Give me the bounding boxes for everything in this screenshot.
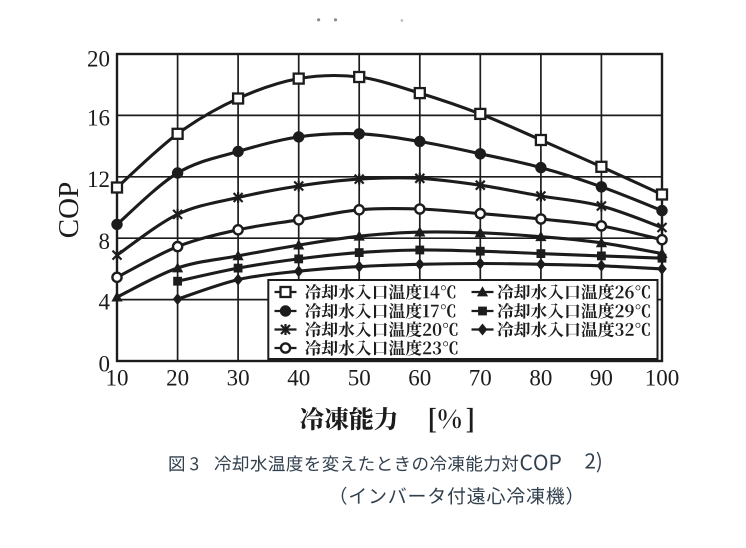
svg-text:90: 90	[590, 366, 613, 391]
svg-text:40: 40	[287, 366, 310, 391]
svg-text:COP: COP	[53, 182, 85, 238]
svg-text:60: 60	[408, 366, 431, 391]
svg-text:80: 80	[529, 366, 552, 391]
svg-text:20: 20	[166, 366, 189, 391]
svg-text:70: 70	[469, 366, 492, 391]
svg-text:0: 0	[99, 352, 111, 377]
svg-text:8: 8	[99, 229, 111, 254]
svg-text:50: 50	[348, 366, 371, 391]
svg-text:16: 16	[87, 105, 110, 130]
svg-text:4: 4	[99, 289, 111, 314]
svg-text:20: 20	[87, 47, 110, 72]
svg-text:12: 12	[87, 167, 110, 192]
svg-text:100: 100	[645, 366, 680, 391]
svg-text:10: 10	[106, 366, 129, 391]
svg-text:30: 30	[227, 366, 250, 391]
